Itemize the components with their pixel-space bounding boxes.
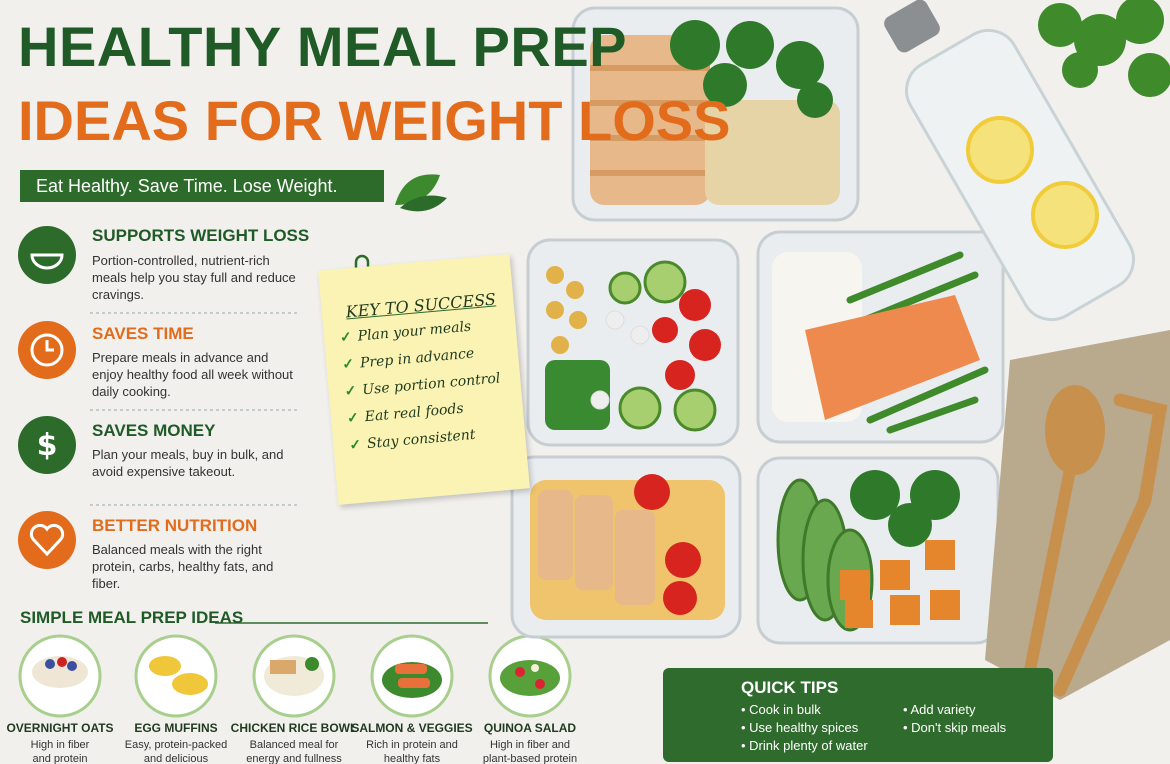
- meal-desc: High in fiber and plant-based protein: [465, 738, 595, 764]
- note-text: Plan your meals: [357, 318, 472, 345]
- tip-text: Cook in bulk: [749, 702, 821, 717]
- meal-desc-text: Easy, protein-packed and delicious: [124, 739, 228, 764]
- tip-text: Add variety: [910, 702, 976, 717]
- section-title: SIMPLE MEAL PREP IDEAS: [20, 608, 244, 627]
- tip: • Cook in bulk: [741, 702, 821, 717]
- meal-name: SALMON & VEGGIES: [351, 721, 473, 735]
- note-item: ✓ Prep in advance: [341, 345, 475, 374]
- tip: • Add variety: [903, 702, 976, 717]
- tip-text: Don't skip meals: [911, 720, 1007, 735]
- meal-name: OVERNIGHT OATS: [6, 721, 114, 735]
- tip: • Use healthy spices: [741, 720, 859, 735]
- benefit-text: Portion-controlled, nutrient-rich meals …: [92, 253, 296, 302]
- note-text: Prep in advance: [359, 345, 475, 372]
- sticky-note: KEY TO SUCCESS ✓ Plan your meals ✓ Prep in…: [318, 254, 530, 505]
- svg-text:$: $: [37, 428, 58, 463]
- meal-desc: Easy, protein-packed and delicious: [111, 738, 241, 764]
- meal-name: QUINOA SALAD: [483, 721, 577, 735]
- meal-desc-text: Balanced meal for energy and fullness: [246, 739, 342, 764]
- tip-text: Use healthy spices: [749, 720, 859, 735]
- tip-text: Drink plenty of water: [749, 738, 868, 753]
- title: IDEAS FOR WEIGHT LOSS: [18, 89, 731, 152]
- note-text: Stay consistent: [366, 426, 477, 453]
- benefit-title: SUPPORTS WEIGHT LOSS: [92, 226, 310, 245]
- meal-name: EGG MUFFINS: [134, 721, 218, 735]
- meal-desc-text: Rich in protein and healthy fats: [366, 739, 458, 764]
- meal-name: CHICKEN RICE BOWL: [230, 721, 358, 735]
- meal-desc: High in fiber and protein: [0, 738, 125, 764]
- note-text: Eat real foods: [364, 400, 465, 426]
- tip: • Drink plenty of water: [741, 738, 868, 753]
- title: HEALTHY MEAL PREP: [18, 15, 628, 78]
- note-text: Use portion control: [361, 370, 501, 399]
- meal-desc: Rich in protein and healthy fats: [347, 738, 477, 764]
- meal-desc: Balanced meal for energy and fullness: [229, 738, 359, 764]
- tagline: Eat Healthy. Save Time. Lose Weight.: [20, 170, 384, 202]
- quick-tips: QUICK TIPS • Cook in bulk • Use healthy …: [663, 668, 1053, 762]
- tips-title: QUICK TIPS: [741, 678, 839, 697]
- benefit-title: SAVES MONEY: [92, 421, 216, 440]
- benefit-text: Balanced meals with the right protein, c…: [92, 542, 274, 591]
- meal-desc-text: High in fiber and protein: [30, 739, 90, 764]
- meal-desc-text: High in fiber and plant-based protein: [482, 739, 578, 764]
- benefit-text: Plan your meals, buy in bulk, and avoid …: [92, 447, 284, 479]
- note-item: ✓ Use portion control: [344, 370, 501, 400]
- note-item: ✓ Eat real foods: [346, 400, 465, 427]
- benefit-title: BETTER NUTRITION: [92, 516, 258, 535]
- benefit-text: Prepare meals in advance and enjoy healt…: [92, 350, 293, 399]
- benefit-title: SAVES TIME: [92, 324, 194, 343]
- tip: • Don't skip meals: [903, 720, 1007, 735]
- note-item: ✓ Stay consistent: [348, 426, 477, 454]
